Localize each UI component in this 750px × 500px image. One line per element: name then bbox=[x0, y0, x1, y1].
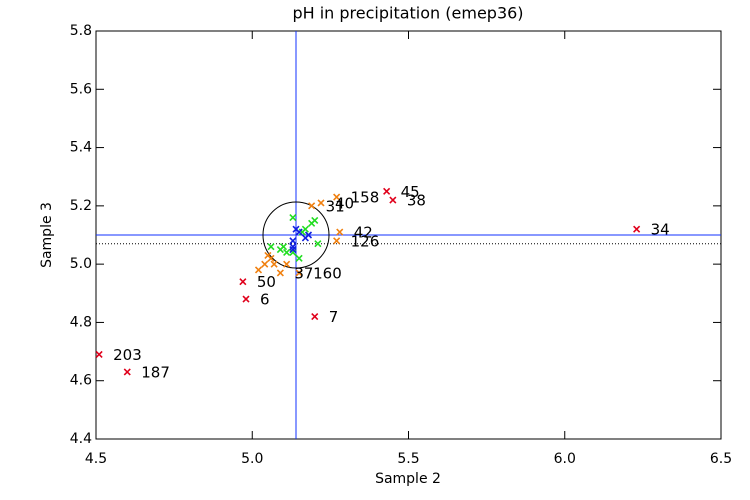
point bbox=[289, 237, 297, 245]
point bbox=[301, 225, 309, 233]
point bbox=[283, 260, 291, 268]
point bbox=[295, 269, 303, 277]
point bbox=[289, 213, 297, 222]
point bbox=[270, 260, 278, 268]
point bbox=[264, 251, 272, 259]
y-tick-label: 5.4 bbox=[70, 140, 92, 156]
point-label: 126 bbox=[351, 232, 380, 250]
point bbox=[289, 246, 297, 254]
point-label: 50 bbox=[257, 273, 276, 291]
point-label: 34 bbox=[651, 221, 670, 239]
y-tick-label: 5.2 bbox=[70, 198, 92, 214]
point-label: 45 bbox=[401, 183, 420, 201]
point bbox=[276, 269, 284, 277]
point-label: 158 bbox=[351, 189, 380, 207]
point bbox=[242, 295, 250, 303]
y-tick-label: 5.8 bbox=[70, 23, 92, 39]
point-label: 31 bbox=[326, 197, 345, 215]
y-axis-label: Sample 3 bbox=[39, 202, 55, 268]
point bbox=[383, 187, 391, 195]
point bbox=[123, 368, 131, 376]
x-tick-label: 5.0 bbox=[241, 451, 263, 467]
point-label: 7 bbox=[329, 308, 339, 326]
point bbox=[254, 266, 263, 274]
point bbox=[239, 278, 247, 286]
point bbox=[261, 260, 269, 268]
y-tick-label: 4.6 bbox=[70, 373, 92, 389]
point bbox=[336, 228, 344, 236]
point bbox=[633, 225, 641, 233]
point bbox=[304, 231, 313, 239]
reference-circle bbox=[262, 201, 330, 269]
point-label: 160 bbox=[313, 264, 342, 282]
point bbox=[314, 240, 322, 248]
point bbox=[333, 193, 341, 201]
point bbox=[267, 243, 275, 251]
point bbox=[295, 228, 303, 236]
y-tick-label: 4.8 bbox=[70, 314, 92, 330]
point-label: 187 bbox=[141, 363, 170, 381]
point-label: 40 bbox=[335, 194, 354, 212]
point bbox=[311, 216, 319, 224]
point bbox=[279, 243, 288, 251]
x-tick-label: 6.0 bbox=[554, 451, 576, 467]
y-tick-label: 5.0 bbox=[70, 256, 92, 272]
point-label: 37 bbox=[294, 264, 313, 282]
point bbox=[389, 196, 397, 204]
point bbox=[333, 237, 341, 245]
point bbox=[283, 248, 291, 257]
point-label: 42 bbox=[354, 224, 373, 242]
x-axis-label: Sample 2 bbox=[375, 471, 441, 487]
point bbox=[317, 199, 325, 207]
x-tick-label: 4.5 bbox=[85, 451, 107, 467]
point-label: 38 bbox=[407, 192, 426, 210]
x-tick-label: 5.5 bbox=[397, 451, 419, 467]
x-tick-label: 6.5 bbox=[710, 451, 732, 467]
point-label: 203 bbox=[113, 346, 142, 364]
point bbox=[295, 254, 303, 262]
point-label: 6 bbox=[260, 291, 270, 309]
point bbox=[308, 202, 316, 210]
point bbox=[95, 350, 103, 359]
point bbox=[311, 313, 319, 321]
y-tick-label: 4.4 bbox=[70, 431, 92, 447]
y-tick-label: 5.6 bbox=[70, 81, 92, 97]
chart-title: pH in precipitation (emep36) bbox=[292, 4, 523, 23]
